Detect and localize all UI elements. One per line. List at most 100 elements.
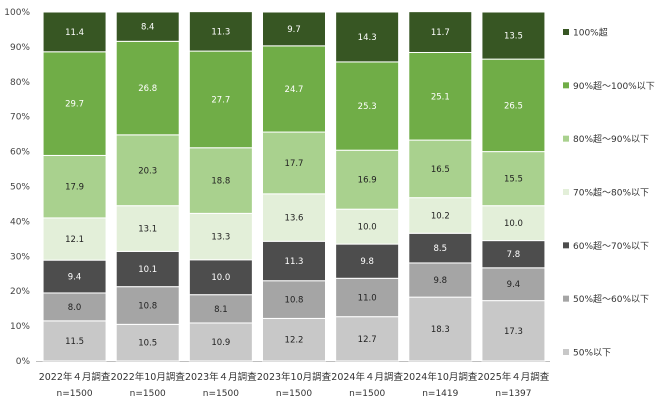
y-tick-label: 0% (16, 357, 31, 367)
data-label: 12.7 (358, 335, 377, 345)
data-label: 11.3 (285, 257, 304, 267)
data-label: 24.7 (285, 85, 304, 95)
bar-segment (481, 11, 546, 60)
sample-size-label: n=1500 (349, 389, 385, 399)
data-label: 17.3 (504, 327, 523, 337)
bar-segment (408, 51, 473, 141)
category-label: 2024年４月調査 (331, 371, 403, 383)
bar-segment (115, 323, 180, 362)
bar-segment (115, 134, 180, 207)
category-label: 2022年４月調査 (39, 371, 111, 383)
y-tick-label: 60% (10, 148, 30, 158)
data-label: 10.8 (138, 302, 157, 312)
data-label: 12.1 (65, 235, 84, 245)
sample-size-label: n=1500 (203, 389, 239, 399)
legend-swatch (563, 135, 569, 142)
bar-segment (188, 259, 253, 296)
legend-swatch (563, 242, 569, 249)
sample-size-label: n=1500 (130, 389, 166, 399)
data-label: 11.5 (65, 337, 84, 347)
y-tick-label: 40% (10, 217, 30, 227)
bar-segment (262, 317, 326, 362)
data-label: 9.8 (360, 257, 374, 267)
legend-swatch (563, 189, 569, 195)
bar-segment (115, 40, 180, 136)
legend-label: 60%超～70%以下 (573, 240, 649, 252)
y-tick-label: 90% (10, 43, 30, 53)
bar-segment (481, 300, 546, 362)
data-label: 18.8 (211, 177, 230, 187)
sample-size-label: n=1419 (422, 389, 458, 399)
bar-segment (262, 280, 326, 319)
data-label: 9.7 (287, 25, 301, 35)
data-label: 9.8 (434, 276, 448, 286)
bar-segment (262, 131, 326, 195)
data-label: 18.3 (431, 325, 450, 335)
bar-segment (42, 51, 107, 156)
legend-label: 70%超～80%以下 (573, 187, 649, 199)
bar-segment (42, 217, 107, 261)
data-label: 10.0 (358, 223, 377, 233)
data-label: 25.1 (431, 92, 450, 102)
data-label: 8.4 (141, 23, 155, 33)
data-label: 12.2 (285, 336, 304, 346)
bar-segment (188, 50, 253, 149)
bar-segment (335, 316, 400, 362)
legend-swatch (563, 349, 569, 355)
legend-swatch (563, 295, 569, 302)
data-label: 26.5 (504, 101, 523, 111)
bar-segment (42, 154, 107, 219)
bar-segment (42, 320, 107, 362)
sample-size-label: n=1500 (56, 389, 92, 399)
data-label: 13.3 (211, 233, 230, 243)
category-label: 2025年４月調査 (478, 371, 550, 383)
data-label: 10.8 (285, 296, 304, 306)
bar-segment (262, 45, 326, 133)
category-label: 2023年10月調査 (257, 371, 332, 383)
sample-size-label: n=1397 (495, 389, 531, 399)
category-label: 2024年10月調査 (403, 371, 478, 383)
data-label: 17.7 (285, 159, 304, 169)
y-tick-label: 20% (10, 287, 30, 297)
data-label: 8.5 (434, 244, 448, 254)
bar-segment (188, 11, 253, 52)
bar-segment (188, 294, 253, 324)
bar-segment (408, 197, 473, 234)
bar-segment (262, 11, 326, 47)
data-label: 17.9 (65, 183, 84, 193)
bar-segment (188, 322, 253, 362)
legend-label: 50%超～60%以下 (573, 293, 649, 305)
data-label: 10.9 (211, 338, 230, 348)
data-label: 10.2 (431, 211, 450, 221)
data-label: 11.7 (431, 28, 450, 38)
bar-segment (188, 147, 253, 214)
data-label: 25.3 (358, 102, 377, 112)
bar-segment (115, 250, 180, 288)
data-label: 13.5 (504, 32, 523, 42)
bar-segment (115, 286, 180, 325)
y-tick-label: 70% (10, 113, 30, 123)
legend-label: 100%超 (573, 27, 608, 39)
data-label: 10.1 (138, 265, 157, 275)
category-label: 2023年４月調査 (185, 371, 257, 383)
sample-size-label: n=1500 (276, 389, 312, 399)
data-label: 16.9 (358, 176, 377, 186)
bar-segment (481, 205, 546, 242)
bar-segment (42, 292, 107, 322)
data-label: 27.7 (211, 95, 230, 105)
data-label: 8.0 (68, 303, 82, 313)
bar-segment (481, 58, 546, 153)
data-label: 20.3 (138, 166, 157, 176)
bar-segment (335, 243, 400, 279)
bar-segment (408, 11, 473, 53)
legend-label: 80%超～90%以下 (573, 133, 649, 145)
legend-label: 90%超～100%以下 (573, 80, 655, 92)
legend-swatch (563, 29, 569, 35)
data-label: 8.1 (214, 305, 228, 315)
y-tick-label: 30% (10, 252, 30, 262)
data-label: 13.6 (285, 214, 304, 224)
bar-segment (408, 139, 473, 199)
data-label: 29.7 (65, 100, 84, 110)
